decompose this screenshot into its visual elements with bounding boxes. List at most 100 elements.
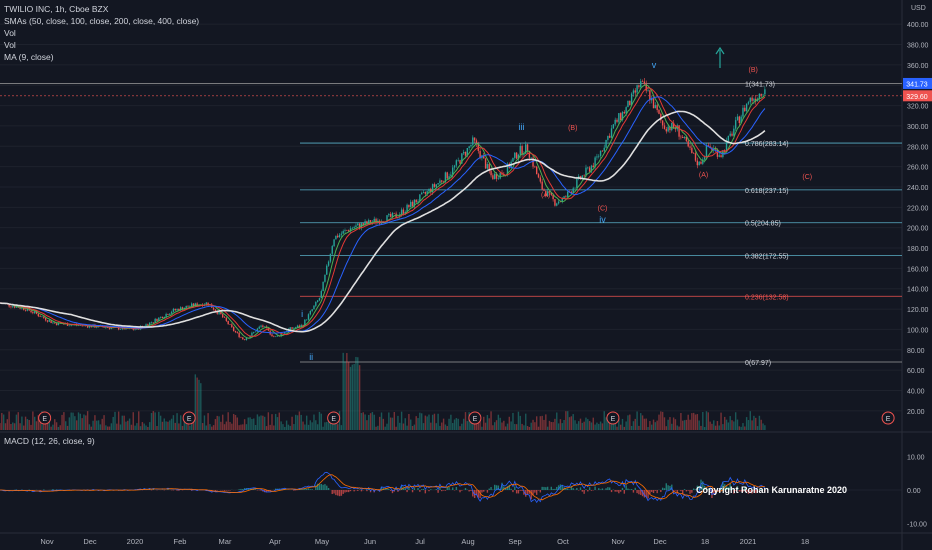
volume-bar [59,425,61,430]
candle-body [685,136,688,142]
candle-body [694,153,697,161]
macd-bar [535,490,538,495]
volume-bar [180,415,182,430]
volume-bar [462,418,465,430]
wave-label: (A) [699,172,708,179]
symbol-title: TWILIO INC, 1h, Cboe BZX [4,4,109,14]
macd-bar [402,488,405,490]
volume-bar [156,425,158,430]
volume-bar [174,422,176,430]
price-tick: 160.00 [907,266,929,273]
candle-body [172,308,175,312]
sma-100-line [0,87,766,337]
candle-body [415,199,417,203]
volume-bar [307,424,310,430]
candle-body [758,93,761,99]
candle-body [176,309,178,311]
candle-body [107,327,109,328]
candle-body [683,136,686,138]
candle-body [661,120,664,126]
macd-bar [322,484,324,490]
volume-bar [251,418,253,430]
volume-bar [475,423,478,430]
candle-body [119,329,122,330]
macd-bar [439,486,441,490]
candle-body [703,157,706,160]
macd-bar [645,490,647,497]
macd-bar [316,483,319,490]
candle-body [375,218,377,223]
candle-body [521,146,523,155]
macd-bar [654,490,657,491]
wave-label: v [652,60,657,70]
candle-body [514,152,516,158]
time-tick: 2020 [127,537,144,546]
candle-body [667,126,669,132]
price-tick: 180.00 [907,246,929,253]
volume-bar [313,414,315,430]
volume-bar [727,422,730,430]
volume-bar [643,418,646,430]
volume-bar [714,425,717,430]
volume-bar [683,420,686,430]
volume-bar [638,425,640,430]
candle-body [700,161,702,164]
candle-body [627,100,629,108]
candle-body [532,157,534,167]
macd-bar [676,490,678,494]
volume-bar [632,421,635,430]
macd-bar [634,487,636,490]
macd-bar [696,485,699,490]
time-tick: Dec [83,537,97,546]
candle-body [484,158,487,169]
candle-body [369,220,372,224]
volume-bar [74,416,76,430]
volume-bar [152,411,155,430]
macd-bar [39,490,41,491]
macd-bar [546,486,549,490]
volume-bar [12,422,14,430]
candle-body [340,233,343,235]
macd-bar [632,490,635,493]
candle-body [207,302,209,306]
time-tick: Jun [364,537,376,546]
volume-bar [605,417,607,430]
volume-bar [740,426,742,430]
macd-bar [594,486,596,490]
candle-body [621,112,624,120]
volume-bar [720,412,722,430]
volume-bar [165,421,167,430]
wave-label: (B) [568,125,577,132]
volume-bar [132,412,134,430]
macd-bar [691,490,693,493]
candle-body [764,89,766,95]
macd-tick: 0.00 [907,488,921,495]
candle-body [503,174,505,176]
candle-body [506,163,509,176]
volume-bar [576,423,578,430]
volume-bar [21,416,23,430]
macd-bar [687,490,689,491]
study-vol-2: Vol [4,40,16,50]
volume-bar [189,425,191,430]
volume-bar [579,418,582,430]
candle-body [545,190,547,197]
candle-body [331,246,333,254]
candle-body [663,125,666,129]
macd-bar [260,490,262,491]
macd-bar [526,490,529,495]
time-tick: 18 [701,537,709,546]
candle-body [327,261,330,266]
volume-bar [289,425,291,430]
candle-body [70,324,72,326]
macd-bar [630,489,633,490]
candle-body [300,324,302,328]
candle-body [134,329,136,331]
volume-bar [503,420,505,430]
candle-body [227,320,229,325]
candle-body [192,303,195,307]
candle-body [512,157,514,162]
candle-body [158,317,160,322]
volume-bar [415,416,417,430]
